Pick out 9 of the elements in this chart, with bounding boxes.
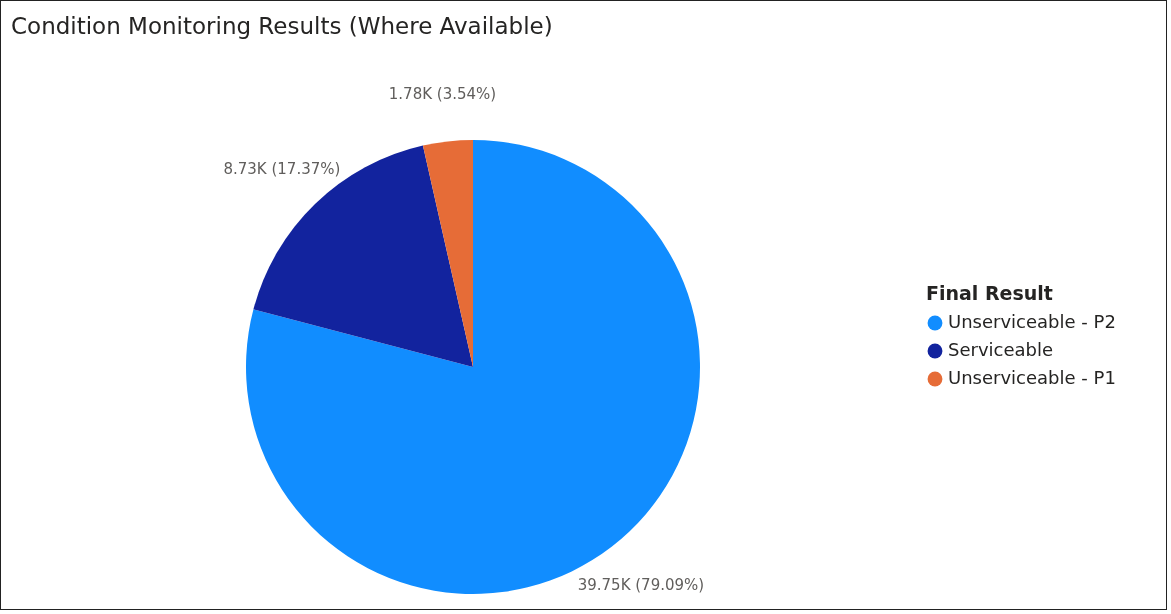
data-label: 1.78K (3.54%) — [388, 84, 497, 103]
legend-title: Final Result — [926, 282, 1053, 304]
chart-title: Condition Monitoring Results (Where Available) — [11, 13, 553, 39]
legend-label: Unserviceable - P2 — [948, 311, 1116, 332]
data-label: 8.73K (17.37%) — [223, 160, 341, 179]
pie-slice — [422, 140, 473, 367]
data-label: 39.75K (79.09%) — [577, 575, 705, 594]
legend-label: Unserviceable - P1 — [948, 367, 1116, 388]
legend-label: Serviceable — [948, 339, 1054, 360]
